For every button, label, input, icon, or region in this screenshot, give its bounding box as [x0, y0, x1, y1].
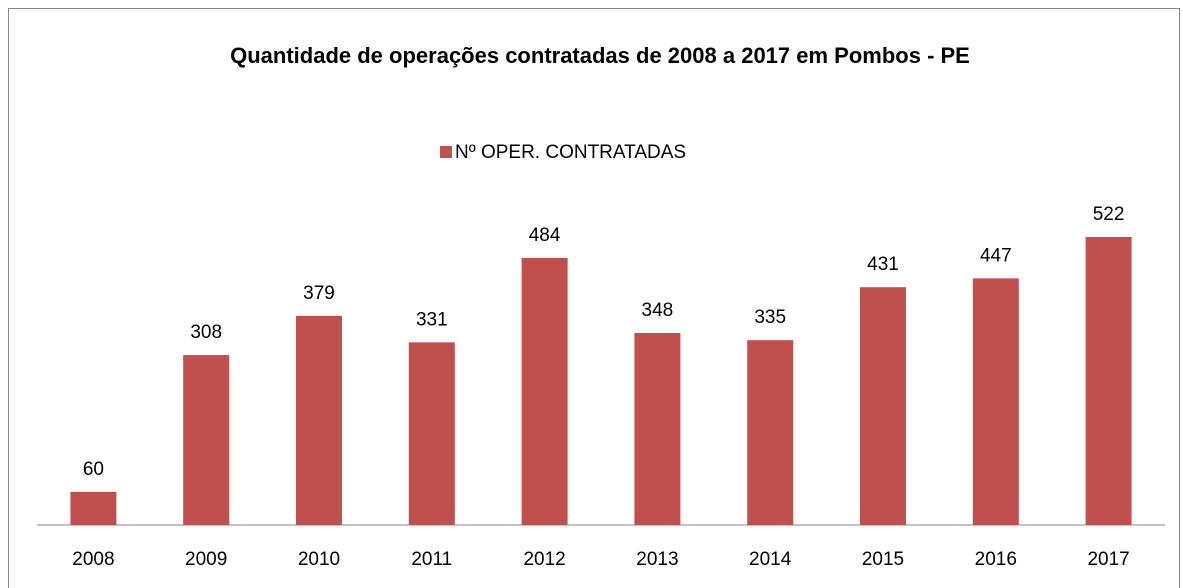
bar: [70, 491, 117, 525]
chart-frame: [8, 8, 1180, 588]
legend-swatch: [440, 146, 452, 158]
x-tick-label: 2016: [975, 549, 1017, 570]
bar: [408, 342, 455, 525]
bar: [296, 315, 342, 525]
bar: [1085, 237, 1132, 525]
x-tick-label: 2017: [1087, 549, 1129, 570]
data-label: 348: [642, 300, 674, 321]
bar: [521, 257, 568, 525]
bar: [972, 278, 1019, 525]
x-tick-label: 2010: [298, 549, 340, 570]
bar: [860, 287, 906, 525]
data-label: 484: [529, 225, 561, 246]
x-tick-label: 2014: [749, 549, 792, 570]
data-label: 379: [303, 283, 335, 304]
data-label: 331: [416, 309, 448, 330]
data-label: 522: [1093, 204, 1125, 225]
data-label: 447: [980, 245, 1012, 266]
chart-title: Quantidade de operações contratadas de 2…: [230, 43, 970, 68]
bar: [634, 333, 681, 525]
x-tick-label: 2012: [523, 549, 565, 570]
x-tick-label: 2008: [72, 549, 114, 570]
data-label: 308: [190, 322, 222, 343]
bar: [183, 355, 230, 525]
x-tick-label: 2009: [185, 549, 227, 570]
legend-label: Nº OPER. CONTRATADAS: [455, 142, 686, 163]
data-label: 60: [83, 459, 104, 480]
x-tick-label: 2013: [636, 549, 678, 570]
x-tick-label: 2011: [411, 549, 452, 570]
data-label: 335: [754, 307, 786, 328]
x-tick-label: 2015: [862, 549, 904, 570]
bar: [747, 340, 794, 525]
data-label: 431: [867, 254, 899, 275]
